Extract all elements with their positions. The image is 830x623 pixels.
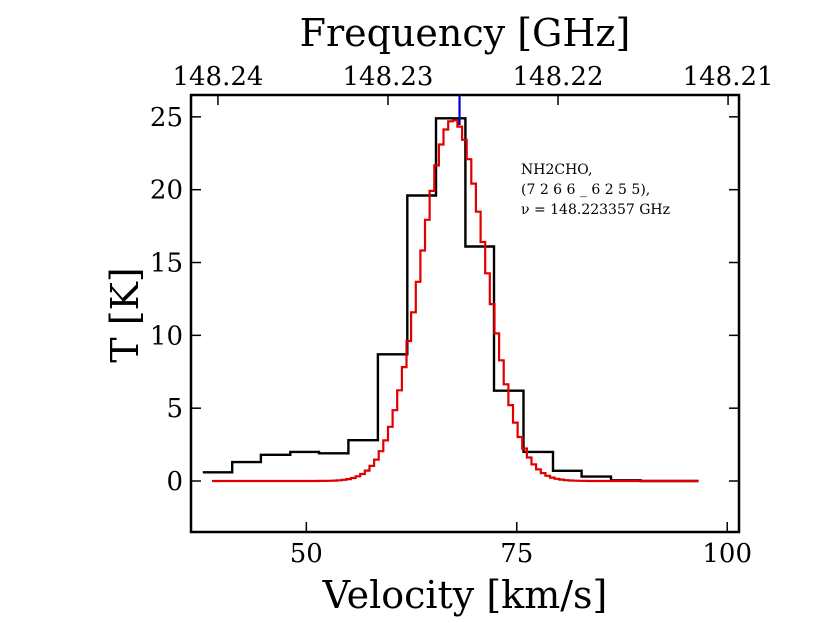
top-tick-label: 148.22: [513, 62, 604, 92]
top-tick-label: 148.21: [683, 62, 774, 92]
x-tick-label: 75: [500, 539, 533, 569]
line-annotation: NH2CHO, (7 2 6 6 _ 6 2 5 5), ν = 148.223…: [521, 162, 670, 218]
axis-ticks: [191, 95, 739, 532]
y-axis-title: T [K]: [103, 267, 147, 362]
y-tick-label: 15: [150, 249, 183, 279]
annotation-line-1: NH2CHO,: [521, 162, 592, 178]
top-tick-label: 148.24: [172, 62, 263, 92]
top-tick-label: 148.23: [342, 62, 433, 92]
plot-frame: [189, 93, 741, 534]
x-axis-title: Velocity [km/s]: [322, 573, 608, 617]
observed-spectrum-line: [202, 117, 699, 483]
y-tick-label: 5: [166, 394, 183, 424]
y-tick-label: 10: [150, 321, 183, 351]
axis-tick-labels: 50 75 100 0 5 10 15 20 25 148.24 148.23 148.22 148.2…: [150, 62, 774, 569]
model-fit-line: [212, 119, 699, 483]
annotation-line-2: (7 2 6 6 _ 6 2 5 5),: [521, 182, 650, 198]
y-tick-label: 20: [150, 176, 183, 206]
data-series: [202, 95, 699, 483]
y-tick-label: 0: [166, 467, 183, 497]
x-tick-label: 50: [290, 539, 323, 569]
x-tick-label: 100: [702, 539, 752, 569]
top-axis-title: Frequency [GHz]: [300, 11, 631, 55]
annotation-line-3: ν = 148.223357 GHz: [521, 202, 670, 218]
y-tick-label: 25: [150, 103, 183, 133]
